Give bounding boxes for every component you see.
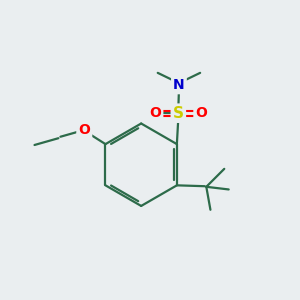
Text: N: N [173, 78, 185, 92]
Text: S: S [173, 106, 184, 121]
Text: O: O [149, 106, 161, 120]
Text: O: O [78, 123, 90, 137]
Text: O: O [195, 106, 207, 120]
